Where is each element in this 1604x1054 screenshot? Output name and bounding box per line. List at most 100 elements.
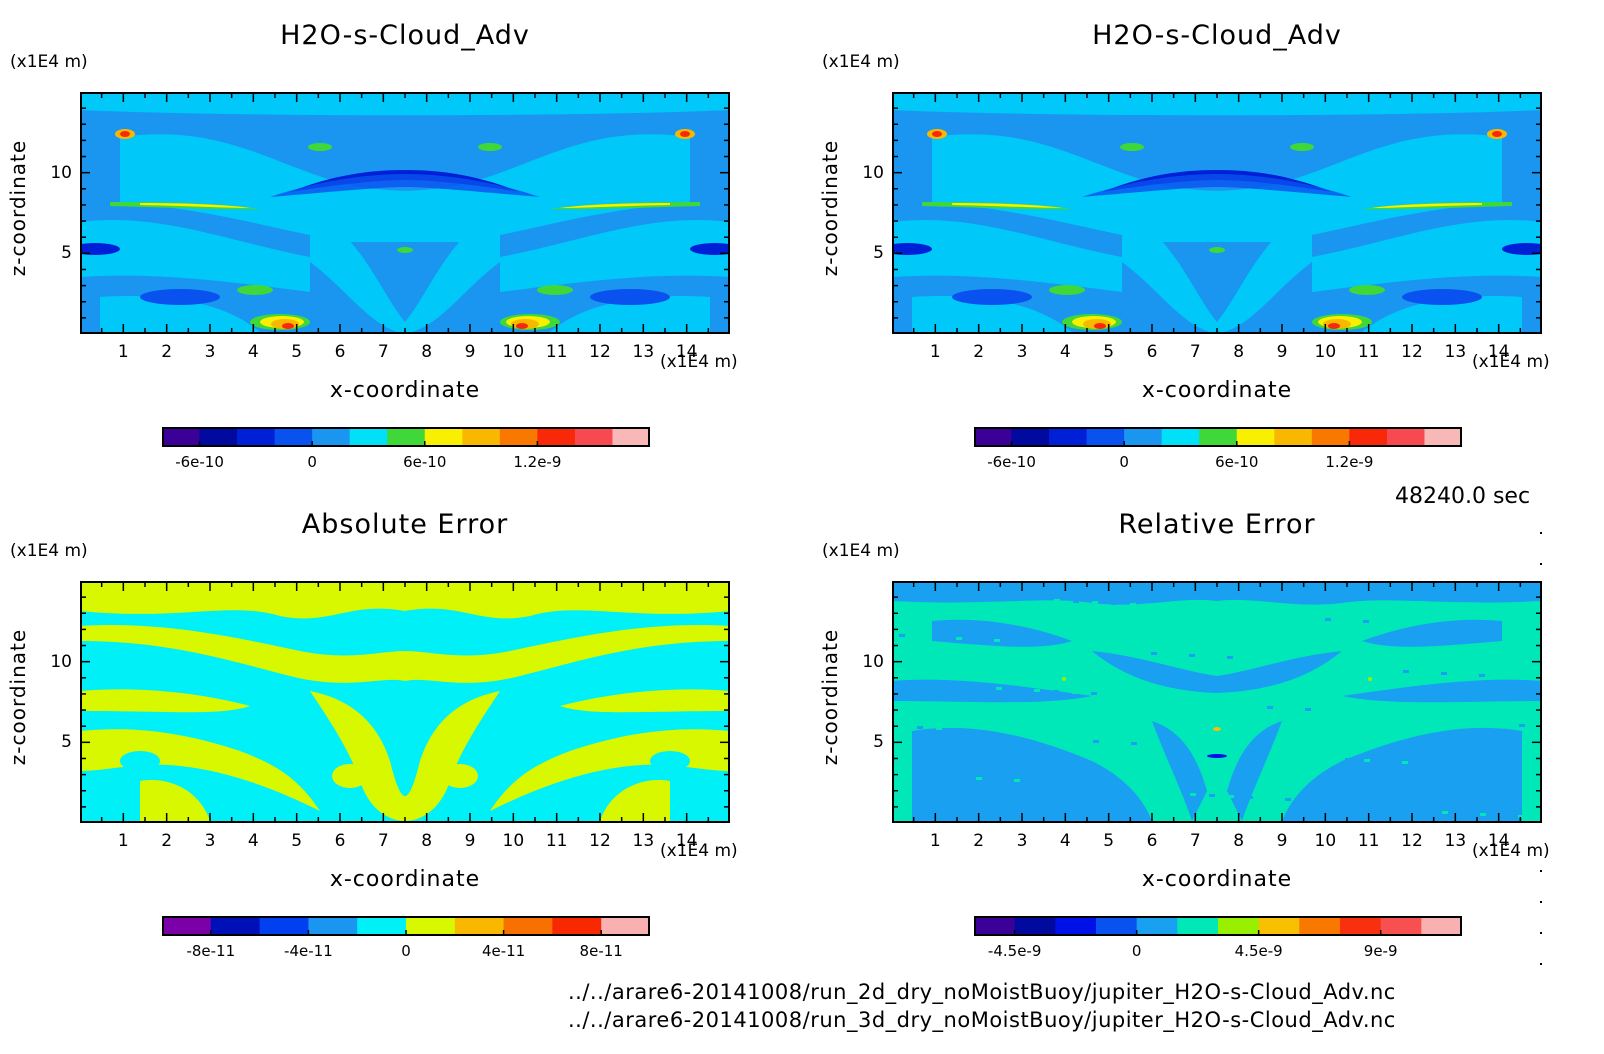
field-speckle [1112, 741, 1118, 744]
x-tick-label: 8 [421, 831, 433, 851]
colorbar-segment [503, 916, 553, 936]
x-tick-label: 4 [247, 342, 259, 362]
field-region [690, 243, 730, 255]
colorbar-segment [1086, 427, 1125, 447]
x-tick-label: 2 [973, 831, 985, 851]
field-speckle [1091, 692, 1097, 695]
field-speckle [898, 725, 904, 728]
x-tick-label: 14 [1487, 831, 1510, 851]
colorbar-segment [1274, 427, 1313, 447]
colorbar-segment [537, 427, 576, 447]
panel-title: Relative Error [1118, 509, 1316, 540]
x-axis-label: x-coordinate [1141, 378, 1293, 403]
field-speckle [1285, 798, 1291, 801]
x-tick-label: 2 [161, 831, 173, 851]
x-tick-label: 5 [1103, 342, 1115, 362]
colorbar-segment [308, 916, 358, 936]
field-speckle [1363, 620, 1369, 623]
colorbar-segment [454, 916, 505, 936]
y-unit-label: (x1E4 m) [822, 52, 900, 72]
field-speckle [1151, 652, 1157, 655]
colorbar-segment [357, 916, 407, 936]
field-region [332, 764, 368, 788]
colorbar-segment [1349, 427, 1388, 447]
field-region [932, 134, 1502, 242]
y-tick-label: 5 [61, 732, 72, 753]
field-speckle [1092, 601, 1098, 604]
x-tick-label: 12 [589, 831, 611, 851]
field-region [932, 131, 942, 137]
colorbar-frame [974, 916, 1462, 936]
contour-plot [892, 92, 1542, 334]
x-tick-label: 3 [204, 342, 216, 362]
x-tick-label: 11 [545, 342, 568, 362]
x-tick-label: 4 [1059, 342, 1071, 362]
field-region [550, 296, 710, 332]
x-axis-label: x-coordinate [329, 867, 481, 892]
x-tick-label: 13 [1444, 831, 1467, 851]
x-tick-label: 9 [464, 831, 476, 851]
y-tick-label: 10 [50, 651, 72, 672]
x-tick-label: 9 [464, 342, 476, 362]
field-speckle [1054, 599, 1060, 602]
colorbar-tick-label: 0 [307, 453, 317, 471]
field-region [490, 729, 730, 811]
field-region [560, 689, 730, 713]
x-axis-label: x-coordinate [329, 378, 481, 403]
colorbar-segment [1011, 427, 1050, 447]
field-speckle [1072, 691, 1078, 694]
y-tick-label: 5 [873, 243, 884, 264]
colorbar-segment [1096, 916, 1138, 936]
field-speckle [1033, 780, 1039, 783]
contour-plot [80, 581, 730, 823]
colorbar-tick-label: 8e-11 [579, 942, 623, 960]
field-region [80, 581, 730, 619]
colorbar-segment [499, 427, 538, 447]
field-region [1328, 323, 1340, 329]
field-speckle [899, 634, 905, 637]
field-speckle [897, 586, 903, 589]
x-tick-label: 1 [117, 342, 129, 362]
marker-dot [1540, 532, 1542, 534]
field-speckle [1421, 762, 1427, 765]
field-region [952, 289, 1032, 305]
x-unit-label: (x1E4 m) [660, 352, 738, 372]
colorbar-frame [974, 427, 1462, 447]
field-region [290, 170, 520, 192]
panel-title: Absolute Error [301, 509, 509, 540]
colorbar-tick-label: 6e-10 [1215, 453, 1259, 471]
field-region [952, 203, 1062, 208]
marker-dot [1540, 870, 1542, 872]
x-tick-label: 6 [1146, 831, 1158, 851]
field-region [912, 296, 1072, 332]
colorbar-tick-label: -6e-10 [987, 453, 1036, 471]
x-tick-label: 11 [1357, 342, 1380, 362]
colorbar-segment [1258, 916, 1300, 936]
field-speckle [1247, 796, 1253, 799]
field-speckle [1228, 795, 1234, 798]
field-speckle [996, 687, 1002, 690]
colorbar-segment [1014, 916, 1056, 936]
x-axis-label: x-coordinate [1141, 867, 1293, 892]
field-speckle [1034, 689, 1040, 692]
x-tick-label: 12 [589, 342, 611, 362]
field-region [397, 247, 413, 253]
field-region [1082, 174, 1352, 197]
field-speckle [1170, 653, 1176, 656]
x-tick-label: 10 [502, 342, 525, 362]
field-speckle [917, 726, 923, 729]
colorbar-segment [552, 916, 602, 936]
y-unit-label: (x1E4 m) [10, 52, 88, 72]
colorbar-segment [974, 916, 1016, 936]
x-tick-label: 7 [377, 342, 389, 362]
colorbar-segment [162, 427, 201, 447]
field-region [80, 689, 250, 713]
x-tick-label: 2 [161, 342, 173, 362]
colorbar-tick-label: 1.2e-9 [513, 453, 562, 471]
field-region [1492, 131, 1502, 137]
marker-dot [1540, 932, 1542, 934]
field-speckle [1306, 617, 1312, 620]
field-region [580, 670, 640, 682]
field-region [1209, 247, 1225, 253]
colorbar-tick-label: 0 [1119, 453, 1129, 471]
